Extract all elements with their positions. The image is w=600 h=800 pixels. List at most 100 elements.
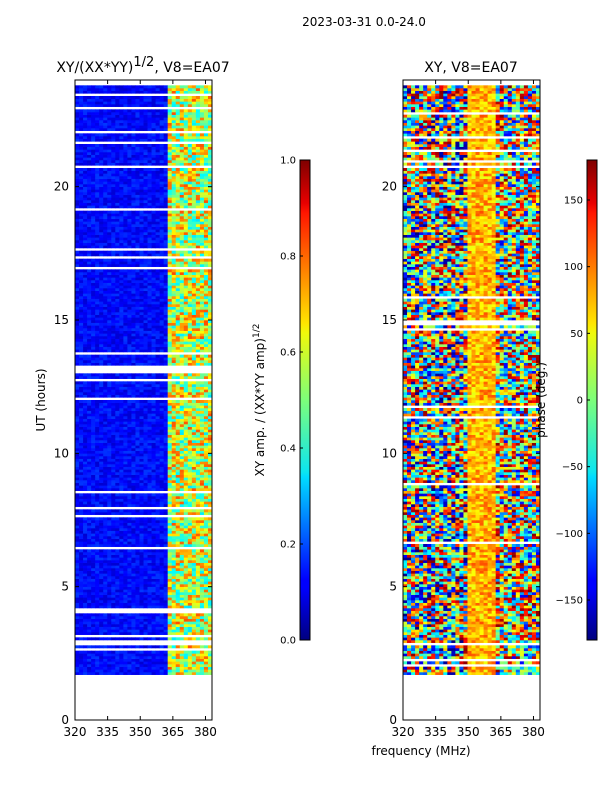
heatmap-cell (195, 474, 201, 478)
heatmap-cell (175, 666, 181, 670)
heatmap-cell (175, 474, 181, 478)
heatmap-cell (179, 560, 185, 563)
heatmap-cell (83, 602, 88, 606)
heatmap-cell (147, 392, 152, 395)
heatmap-cell (107, 285, 112, 289)
heatmap-cell (87, 533, 92, 537)
heatmap-cell (79, 509, 84, 513)
heatmap-cell (91, 501, 96, 505)
heatmap-cell (87, 541, 92, 545)
heatmap-cell (159, 453, 165, 457)
heatmap-cell (103, 536, 108, 539)
heatmap-cell (111, 658, 116, 662)
heatmap-cell (171, 290, 177, 294)
heatmap-cell (207, 554, 212, 558)
heatmap-cell (127, 456, 132, 459)
heatmap-cell (107, 418, 112, 422)
heatmap-cell (207, 432, 212, 435)
heatmap-cell (207, 650, 212, 654)
heatmap-cell (131, 354, 136, 358)
heatmap-cell (83, 293, 88, 297)
heatmap-cell (171, 533, 177, 537)
heatmap-cell (75, 578, 80, 582)
heatmap-cell (135, 426, 140, 430)
heatmap-cell (195, 437, 201, 441)
heatmap-cell (99, 280, 104, 283)
heatmap-cell (139, 373, 144, 377)
heatmap-cell (195, 618, 201, 622)
heatmap-cell (123, 488, 128, 491)
heatmap-cell (155, 341, 161, 345)
heatmap-cell (163, 360, 169, 363)
heatmap-cell (167, 408, 173, 411)
heatmap-cell (91, 552, 96, 555)
heatmap-cell (95, 405, 100, 409)
heatmap-cell (207, 541, 212, 545)
heatmap-cell (103, 336, 108, 339)
heatmap-cell (171, 280, 177, 283)
heatmap-cell (87, 344, 92, 347)
heatmap-cell (171, 501, 177, 505)
heatmap-cell (123, 554, 128, 558)
heatmap-cell (175, 466, 181, 470)
heatmap-cell (87, 408, 92, 411)
heatmap-cell (103, 288, 108, 291)
heatmap-cell (83, 416, 88, 419)
heatmap-cell (131, 466, 136, 470)
heatmap-cell (135, 304, 140, 307)
heatmap-cell (131, 405, 136, 409)
heatmap-cell (131, 584, 136, 587)
heatmap-cell (119, 517, 124, 521)
heatmap-cell (95, 410, 100, 414)
heatmap-cell (91, 290, 96, 294)
heatmap-cell (183, 362, 189, 366)
heatmap-cell (183, 600, 189, 603)
heatmap-cell (87, 341, 92, 345)
heatmap-cell (171, 581, 177, 585)
heatmap-cell (155, 573, 161, 577)
heatmap-cell (195, 498, 201, 502)
heatmap-cell (203, 504, 209, 507)
heatmap-cell (135, 381, 140, 385)
heatmap-cell (147, 589, 152, 593)
heatmap-cell (139, 504, 144, 507)
heatmap-cell (179, 461, 185, 465)
heatmap-cell (91, 357, 96, 361)
heatmap-cell (175, 440, 181, 443)
heatmap-cell (179, 584, 185, 587)
heatmap-cell (195, 426, 201, 430)
heatmap-cell (195, 421, 201, 425)
heatmap-cell (191, 317, 197, 321)
heatmap-cell (99, 517, 104, 521)
heatmap-cell (91, 386, 96, 390)
heatmap-cell (123, 360, 128, 363)
heatmap-cell (167, 328, 173, 331)
heatmap-cell (127, 560, 132, 563)
heatmap-cell (127, 552, 132, 555)
heatmap-cell (103, 445, 108, 449)
heatmap-cell (107, 330, 112, 334)
heatmap-cell (131, 472, 136, 475)
heatmap-cell (115, 669, 120, 673)
heatmap-cell (115, 245, 120, 249)
heatmap-cell (167, 240, 173, 243)
heatmap-cell (139, 405, 144, 409)
heatmap-cell (163, 421, 169, 425)
heatmap-cell (191, 538, 197, 542)
heatmap-cell (187, 666, 193, 670)
heatmap-cell (111, 496, 116, 499)
heatmap-cell (111, 290, 116, 294)
heatmap-cell (123, 618, 128, 622)
heatmap-cell (111, 405, 116, 409)
heatmap-cell (143, 477, 148, 481)
heatmap-cell (155, 552, 161, 555)
heatmap-cell (159, 472, 165, 475)
heatmap-cell (187, 330, 193, 334)
heatmap-cell (99, 461, 104, 465)
heatmap-cell (111, 437, 116, 441)
heatmap-cell (79, 416, 84, 419)
heatmap-cell (95, 373, 100, 377)
heatmap-cell (83, 560, 88, 563)
heatmap-cell (151, 664, 156, 667)
heatmap-cell (111, 450, 116, 454)
